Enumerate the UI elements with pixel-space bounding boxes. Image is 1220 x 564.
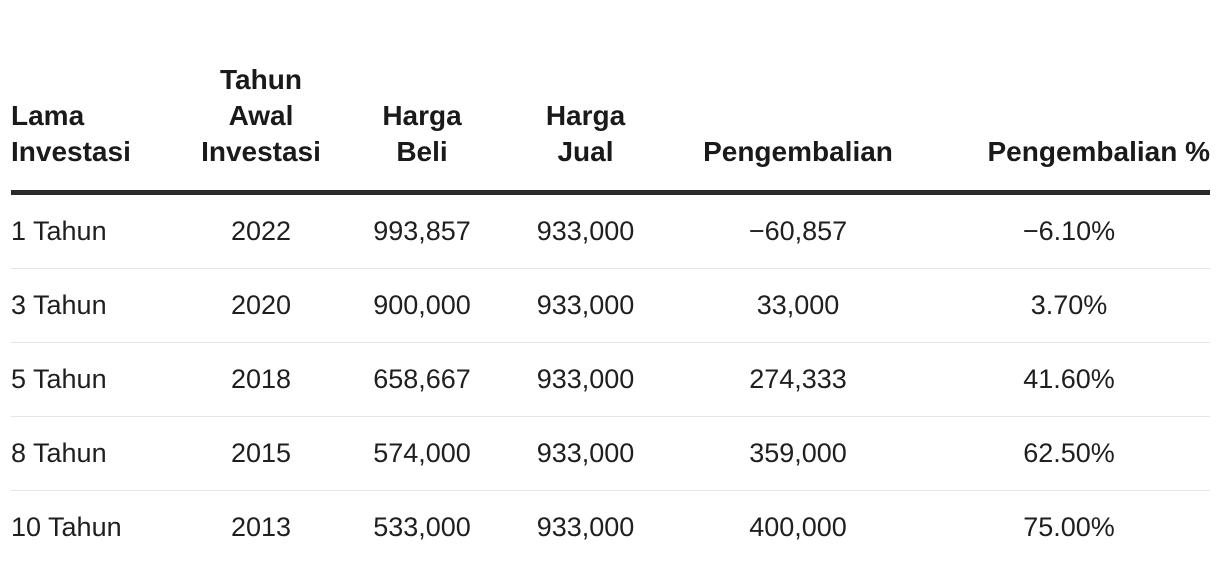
cell-pengembalian-persen: −6.10%: [928, 193, 1210, 269]
cell-harga-beli: 574,000: [341, 417, 503, 491]
header-text-line: Tahun: [181, 62, 341, 98]
cell-pengembalian: 359,000: [668, 417, 928, 491]
cell-harga-jual: 933,000: [503, 343, 668, 417]
cell-lama-investasi: 8 Tahun: [11, 417, 181, 491]
cell-lama-investasi: 3 Tahun: [11, 269, 181, 343]
header-pengembalian: Pengembalian: [668, 0, 928, 193]
cell-tahun-awal: 2020: [181, 269, 341, 343]
header-tahun-awal-investasi: Tahun Awal Investasi: [181, 0, 341, 193]
table-header: Lama Investasi Tahun Awal Investasi Harg…: [11, 0, 1210, 193]
header-harga-jual: Harga Jual: [503, 0, 668, 193]
cell-tahun-awal: 2015: [181, 417, 341, 491]
header-text-line: Beli: [341, 134, 503, 170]
cell-harga-jual: 933,000: [503, 269, 668, 343]
cell-pengembalian-persen: 75.00%: [928, 491, 1210, 564]
header-text-line: Harga: [503, 98, 668, 134]
header-text-line: Awal: [181, 98, 341, 134]
investment-return-table-wrapper: Lama Investasi Tahun Awal Investasi Harg…: [11, 0, 1210, 564]
cell-harga-beli: 993,857: [341, 193, 503, 269]
cell-pengembalian: −60,857: [668, 193, 928, 269]
cell-pengembalian: 33,000: [668, 269, 928, 343]
header-text-line: Investasi: [181, 134, 341, 170]
header-lama-investasi: Lama Investasi: [11, 0, 181, 193]
cell-pengembalian: 274,333: [668, 343, 928, 417]
cell-lama-investasi: 10 Tahun: [11, 491, 181, 564]
header-row: Lama Investasi Tahun Awal Investasi Harg…: [11, 0, 1210, 193]
cell-lama-investasi: 5 Tahun: [11, 343, 181, 417]
header-text-line: Investasi: [11, 134, 181, 170]
cell-harga-jual: 933,000: [503, 491, 668, 564]
cell-harga-jual: 933,000: [503, 193, 668, 269]
header-text-line: Pengembalian: [668, 134, 928, 170]
cell-tahun-awal: 2018: [181, 343, 341, 417]
header-pengembalian-persen: Pengembalian %: [928, 0, 1210, 193]
cell-pengembalian: 400,000: [668, 491, 928, 564]
cell-harga-beli: 658,667: [341, 343, 503, 417]
cell-tahun-awal: 2013: [181, 491, 341, 564]
cell-pengembalian-persen: 41.60%: [928, 343, 1210, 417]
cell-harga-beli: 533,000: [341, 491, 503, 564]
cell-lama-investasi: 1 Tahun: [11, 193, 181, 269]
cell-harga-beli: 900,000: [341, 269, 503, 343]
header-text-line: Jual: [503, 134, 668, 170]
header-harga-beli: Harga Beli: [341, 0, 503, 193]
cell-tahun-awal: 2022: [181, 193, 341, 269]
cell-pengembalian-persen: 62.50%: [928, 417, 1210, 491]
cell-pengembalian-persen: 3.70%: [928, 269, 1210, 343]
investment-return-table: Lama Investasi Tahun Awal Investasi Harg…: [11, 0, 1210, 564]
header-text-line: Harga: [341, 98, 503, 134]
header-text-line: Pengembalian %: [928, 134, 1210, 170]
header-text-line: Lama: [11, 98, 181, 134]
cell-harga-jual: 933,000: [503, 417, 668, 491]
